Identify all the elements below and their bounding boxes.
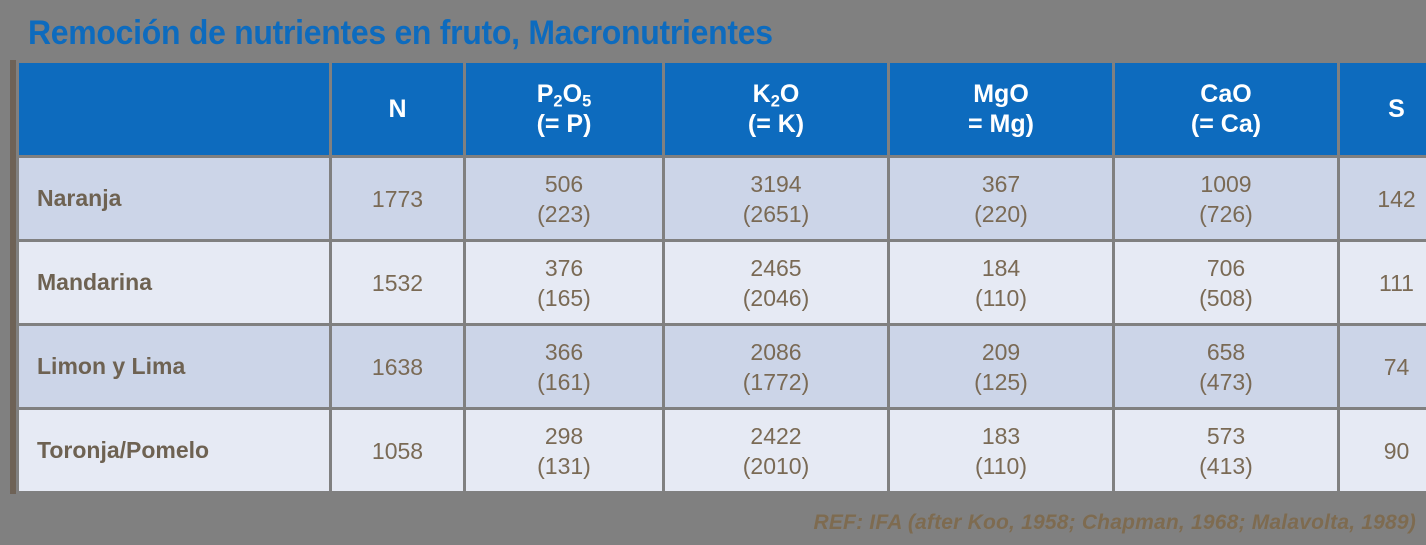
- table-row: Naranja 1773 506 (223) 3194 (2651) 367 (…: [19, 158, 1426, 239]
- cell-toronja-k: 2422 (2010): [665, 410, 887, 491]
- header-cell-magnesium: MgO = Mg): [890, 63, 1112, 155]
- table-row: Mandarina 1532 376 (165) 2465 (2046) 184…: [19, 242, 1426, 323]
- value-paren: (220): [974, 200, 1028, 227]
- value-paren: (131): [537, 452, 591, 479]
- value-main: 2422: [750, 422, 802, 449]
- header-nitrogen-line1: N: [388, 95, 407, 123]
- cell-toronja-ca: 573 (413): [1115, 410, 1337, 491]
- value-main: 1532: [371, 269, 424, 296]
- value-main: 2465: [750, 254, 802, 281]
- value-paren: (161): [537, 368, 591, 395]
- value-main: 183: [981, 422, 1021, 449]
- cell-limon-s: 74: [1340, 326, 1426, 407]
- cell-toronja-mg: 183 (110): [890, 410, 1112, 491]
- table-row: Toronja/Pomelo 1058 298 (131) 2422 (2010…: [19, 410, 1426, 491]
- cell-mandarina-mg: 184 (110): [890, 242, 1112, 323]
- value-main: 2086: [750, 338, 802, 365]
- value-paren: (2046): [742, 284, 810, 311]
- cell-naranja-n: 1773: [332, 158, 463, 239]
- value-paren: (223): [537, 200, 591, 227]
- cell-limon-ca: 658 (473): [1115, 326, 1337, 407]
- header-calcium-line2: (= Ca): [1190, 110, 1262, 138]
- value-main: 142: [1377, 185, 1416, 212]
- cell-limon-p: 366 (161): [466, 326, 662, 407]
- value-main: 184: [981, 254, 1021, 281]
- value-paren: (2651): [742, 200, 810, 227]
- cell-mandarina-k: 2465 (2046): [665, 242, 887, 323]
- nutrient-removal-table: N P2O5 (= P) K2O (= K) MgO = Mg) CaO (= …: [10, 60, 1426, 494]
- value-main: 3194: [750, 170, 802, 197]
- row-label-toronja-pomelo: Toronja/Pomelo: [19, 410, 329, 491]
- header-cell-nitrogen: N: [332, 63, 463, 155]
- value-paren: (726): [1199, 200, 1253, 227]
- value-main: 1773: [371, 185, 424, 212]
- cell-naranja-ca: 1009 (726): [1115, 158, 1337, 239]
- header-cell-sulfur: S: [1340, 63, 1426, 155]
- value-main: 706: [1206, 254, 1246, 281]
- cell-limon-k: 2086 (1772): [665, 326, 887, 407]
- header-cell-phosphorus: P2O5 (= P): [466, 63, 662, 155]
- cell-toronja-n: 1058: [332, 410, 463, 491]
- page-title: Remoción de nutrientes en fruto, Macronu…: [28, 14, 773, 52]
- value-main: 1009: [1200, 170, 1252, 197]
- cell-mandarina-n: 1532: [332, 242, 463, 323]
- header-potassium-line2: (= K): [747, 110, 805, 138]
- value-paren: (2010): [742, 452, 810, 479]
- header-phosphorus-formula: P2O5: [536, 80, 592, 111]
- header-cell-row-label: [19, 63, 329, 155]
- table-body: Naranja 1773 506 (223) 3194 (2651) 367 (…: [19, 158, 1426, 491]
- value-paren: (1772): [742, 368, 810, 395]
- value-paren: (110): [975, 452, 1027, 479]
- value-paren: (413): [1199, 452, 1253, 479]
- table-header: N P2O5 (= P) K2O (= K) MgO = Mg) CaO (= …: [19, 63, 1426, 155]
- value-main: 209: [981, 338, 1021, 365]
- value-paren: (110): [975, 284, 1027, 311]
- value-paren: (165): [537, 284, 591, 311]
- header-cell-potassium: K2O (= K): [665, 63, 887, 155]
- header-potassium-formula: K2O: [752, 80, 800, 111]
- value-main: 658: [1206, 338, 1246, 365]
- header-calcium-line1: CaO: [1200, 80, 1252, 108]
- value-main: 506: [544, 170, 584, 197]
- reference-note: REF: IFA (after Koo, 1958; Chapman, 1968…: [813, 511, 1416, 534]
- value-main: 74: [1383, 353, 1410, 380]
- row-label-mandarina: Mandarina: [19, 242, 329, 323]
- header-magnesium-line1: MgO: [973, 80, 1029, 108]
- cell-naranja-k: 3194 (2651): [665, 158, 887, 239]
- header-cell-calcium: CaO (= Ca): [1115, 63, 1337, 155]
- cell-mandarina-ca: 706 (508): [1115, 242, 1337, 323]
- cell-toronja-s: 90: [1340, 410, 1426, 491]
- value-main: 1638: [371, 353, 424, 380]
- value-main: 90: [1383, 437, 1410, 464]
- row-label-limon-y-lima: Limon y Lima: [19, 326, 329, 407]
- value-main: 298: [544, 422, 584, 449]
- header-sulfur-line1: S: [1388, 95, 1405, 123]
- value-paren: (473): [1199, 368, 1253, 395]
- table-row: Limon y Lima 1638 366 (161) 2086 (1772) …: [19, 326, 1426, 407]
- value-main: 367: [981, 170, 1021, 197]
- cell-mandarina-p: 376 (165): [466, 242, 662, 323]
- value-main: 1058: [371, 437, 424, 464]
- cell-naranja-p: 506 (223): [466, 158, 662, 239]
- header-phosphorus-line2: (= P): [536, 110, 592, 138]
- value-paren: (125): [974, 368, 1028, 395]
- cell-toronja-p: 298 (131): [466, 410, 662, 491]
- value-main: 573: [1206, 422, 1246, 449]
- row-label-naranja: Naranja: [19, 158, 329, 239]
- value-main: 376: [544, 254, 584, 281]
- value-main: 111: [1379, 269, 1414, 296]
- cell-naranja-mg: 367 (220): [890, 158, 1112, 239]
- value-paren: (508): [1199, 284, 1253, 311]
- header-magnesium-line2: = Mg): [968, 110, 1034, 138]
- cell-mandarina-s: 111: [1340, 242, 1426, 323]
- header-row: N P2O5 (= P) K2O (= K) MgO = Mg) CaO (= …: [19, 63, 1426, 155]
- value-main: 366: [544, 338, 584, 365]
- cell-limon-mg: 209 (125): [890, 326, 1112, 407]
- cell-naranja-s: 142: [1340, 158, 1426, 239]
- cell-limon-n: 1638: [332, 326, 463, 407]
